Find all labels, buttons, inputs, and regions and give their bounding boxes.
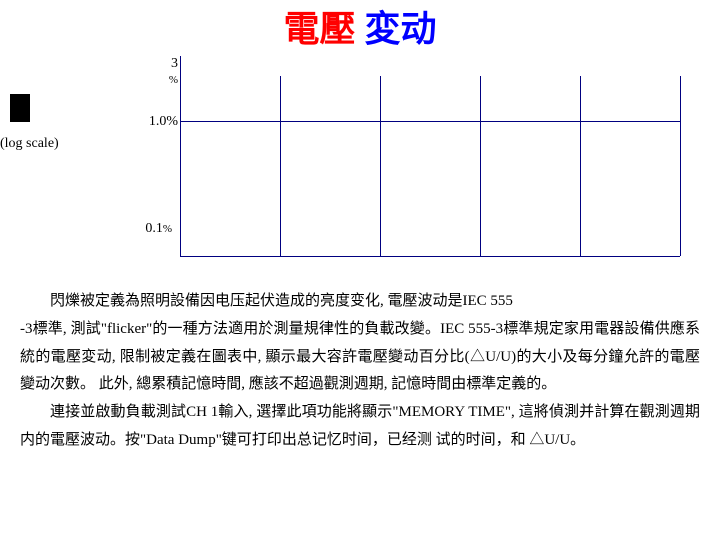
legend-marker bbox=[10, 94, 30, 122]
vgrid-4 bbox=[580, 76, 581, 256]
body-text: 閃爍被定義為照明設備因电压起伏造成的亮度变化, 電壓波动是IEC 555 -3標… bbox=[20, 288, 700, 455]
vgrid-5 bbox=[680, 76, 681, 256]
page-title: 電壓 変动 bbox=[0, 0, 720, 52]
paragraph-1b: -3標準, 測試"flicker"的一種方法適用於測量規律性的負載改變。IEC … bbox=[20, 316, 700, 399]
y-label-01-val: 0.1 bbox=[145, 221, 163, 236]
paragraph-1: 閃爍被定義為照明設備因电压起伏造成的亮度变化, 電壓波动是IEC 555 bbox=[20, 288, 700, 316]
log-scale-note: (log scale) bbox=[0, 136, 59, 152]
y-axis bbox=[180, 56, 181, 256]
hgrid-1 bbox=[180, 121, 680, 122]
x-axis bbox=[180, 256, 680, 257]
y-label-3-unit: % bbox=[164, 74, 178, 86]
vgrid-2 bbox=[380, 76, 381, 256]
p1-lead: 閃爍被定義為照明設備因电压起伏造成的亮度变化, 電壓波动是IEC 555 bbox=[50, 293, 513, 309]
title-part2: 変动 bbox=[356, 9, 437, 49]
y-label-01: 0.1% bbox=[142, 221, 172, 237]
y-label-01-unit: % bbox=[163, 223, 172, 235]
y-label-1: 1.0% bbox=[138, 114, 178, 130]
vgrid-3 bbox=[480, 76, 481, 256]
voltage-chart: (log scale) 3 % 1.0% 0.1% bbox=[120, 56, 700, 276]
title-part1: 電壓 bbox=[283, 9, 355, 49]
vgrid-1 bbox=[280, 76, 281, 256]
y-label-3: 3 bbox=[164, 56, 178, 72]
paragraph-2: 連接並啟動負載測試CH 1輸入, 選擇此項功能將顯示"MEMORY TIME",… bbox=[20, 399, 700, 455]
